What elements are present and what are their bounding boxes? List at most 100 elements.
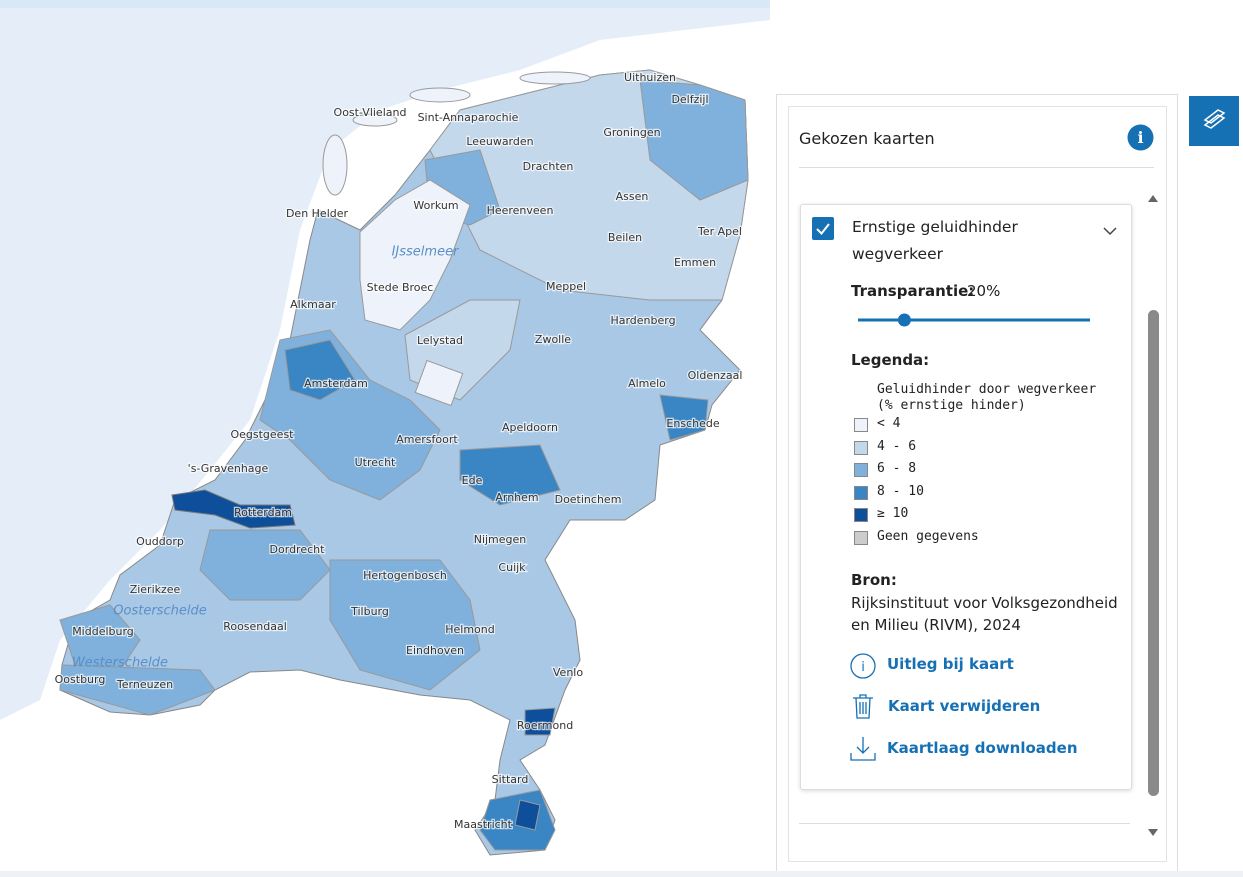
place-label: Oldenzaal <box>688 369 743 382</box>
place-label: Heerenveen <box>487 204 554 217</box>
legend-swatch <box>854 463 868 477</box>
place-label: Nijmegen <box>474 533 527 546</box>
layers-button[interactable] <box>1189 96 1239 146</box>
region-groningen <box>639 79 749 201</box>
scroll-up[interactable] <box>1147 193 1159 203</box>
panel-title: Gekozen kaarten <box>799 129 935 148</box>
layer-name: Ernstige geluidhinder <box>852 218 1018 236</box>
island-vlieland <box>352 113 398 127</box>
island-texel <box>322 134 348 196</box>
place-label: Eindhoven <box>406 644 464 657</box>
place-label: Ter Apel <box>697 225 742 238</box>
place-label: Dordrecht <box>270 543 326 556</box>
region-amsterdam <box>284 339 356 401</box>
info-button[interactable]: i <box>1127 124 1154 151</box>
place-label: Venlo <box>553 666 583 679</box>
place-label: Amsterdam <box>304 377 368 390</box>
scrollbar-thumb[interactable] <box>1148 310 1159 796</box>
place-label: Maastricht <box>454 818 513 831</box>
region-rotterdam <box>171 489 296 529</box>
download-icon <box>850 737 876 761</box>
place-label: Helmond <box>445 623 495 636</box>
source-text: en Milieu (RIVM), 2024 <box>851 616 1021 634</box>
place-label: Beilen <box>608 231 642 244</box>
layer-checkbox[interactable] <box>812 217 834 240</box>
source-label: Bron: <box>851 571 897 589</box>
place-label: Emmen <box>674 256 716 269</box>
place-label: Cuijk <box>498 561 526 574</box>
legend-label: < 4 <box>877 416 901 431</box>
legend-title: Legenda: <box>851 351 930 369</box>
place-label: Zierikzee <box>130 583 181 596</box>
transparency-value: 20% <box>967 282 1001 300</box>
transparency-label: Transparantie: <box>851 282 975 300</box>
sea <box>0 0 770 720</box>
region-brabant <box>329 559 481 691</box>
place-label: Den Helder <box>286 207 349 220</box>
place-label: 's-Gravenhage <box>188 462 269 475</box>
place-label: Enschede <box>666 417 719 430</box>
place-label: Roermond <box>517 719 573 732</box>
ijsselmeer <box>359 179 471 331</box>
place-label: Sittard <box>492 773 529 786</box>
place-label: Sint-Annaparochie <box>418 111 519 124</box>
legend-swatch <box>854 485 868 500</box>
svg-text:i: i <box>1137 128 1143 147</box>
place-label: Alkmaar <box>290 298 336 311</box>
water-label: Westerschelde <box>72 656 168 671</box>
region-heerlen <box>514 799 541 831</box>
legend-subtitle: Geluidhinder door wegverkeer <box>877 382 1097 397</box>
place-label: Middelburg <box>72 625 134 638</box>
legend-swatch <box>854 418 868 432</box>
region-enschede <box>659 394 709 441</box>
place-label: Oostburg <box>55 673 106 686</box>
legend-swatch <box>854 440 868 455</box>
legend-label: ≥ 10 <box>877 506 909 521</box>
place-label: Almelo <box>628 377 666 390</box>
place-label: Lelystad <box>417 334 463 347</box>
place-label: Ede <box>462 474 483 487</box>
source-text: Rijksinstituut voor Volksgezondheid <box>851 594 1118 612</box>
island-ameland <box>519 71 591 85</box>
region-south-holland <box>199 529 331 601</box>
action-link[interactable]: Kaart verwijderen <box>888 697 1041 715</box>
region-ede <box>459 444 561 506</box>
place-label: Drachten <box>523 160 574 173</box>
place-label: Meppel <box>546 280 586 293</box>
action-link[interactable]: Uitleg bij kaart <box>887 655 1014 673</box>
water-label: IJsselmeer <box>392 245 460 260</box>
place-label: Oost-Vlieland <box>334 106 407 119</box>
divider <box>799 823 1130 824</box>
water-label: Oosterschelde <box>113 604 206 619</box>
region-roermond <box>524 707 556 736</box>
place-label: Roosendaal <box>223 620 287 633</box>
place-label: Apeldoorn <box>502 421 558 434</box>
trash-icon <box>853 694 873 719</box>
collapse-toggle[interactable] <box>1103 226 1117 236</box>
place-label: Oegstgeest <box>230 428 294 441</box>
legend-swatch <box>854 530 868 545</box>
place-label: Hertogenbosch <box>363 569 447 582</box>
place-label: Stede Broec <box>367 281 434 294</box>
region-lelystad <box>414 359 464 407</box>
place-label: Uithuizen <box>624 71 676 84</box>
transparency-slider[interactable] <box>850 308 1100 332</box>
map: Oost-Vlieland Sint-Annaparochie Uithuizen D… <box>0 0 770 856</box>
scroll-down[interactable] <box>1147 828 1159 838</box>
legend-label: 4 - 6 <box>877 438 917 454</box>
legend-label: 6 - 8 <box>877 461 917 476</box>
legend-label: 8 - 10 <box>877 483 924 499</box>
layer-name: wegverkeer <box>852 245 944 263</box>
top-bar <box>0 0 770 8</box>
place-label: Amersfoort <box>396 433 458 446</box>
place-label: Hardenberg <box>610 314 675 327</box>
region-walcheren <box>59 604 141 671</box>
slider-knob <box>897 313 911 327</box>
place-label: Zwolle <box>535 333 571 346</box>
place-label: Assen <box>616 190 649 203</box>
place-label: Delfzijl <box>671 93 708 106</box>
place-label: Leeuwarden <box>466 135 533 148</box>
action-link[interactable]: Kaartlaag downloaden <box>887 739 1078 757</box>
place-label: Ouddorp <box>136 535 184 548</box>
svg-text:i: i <box>861 660 865 675</box>
